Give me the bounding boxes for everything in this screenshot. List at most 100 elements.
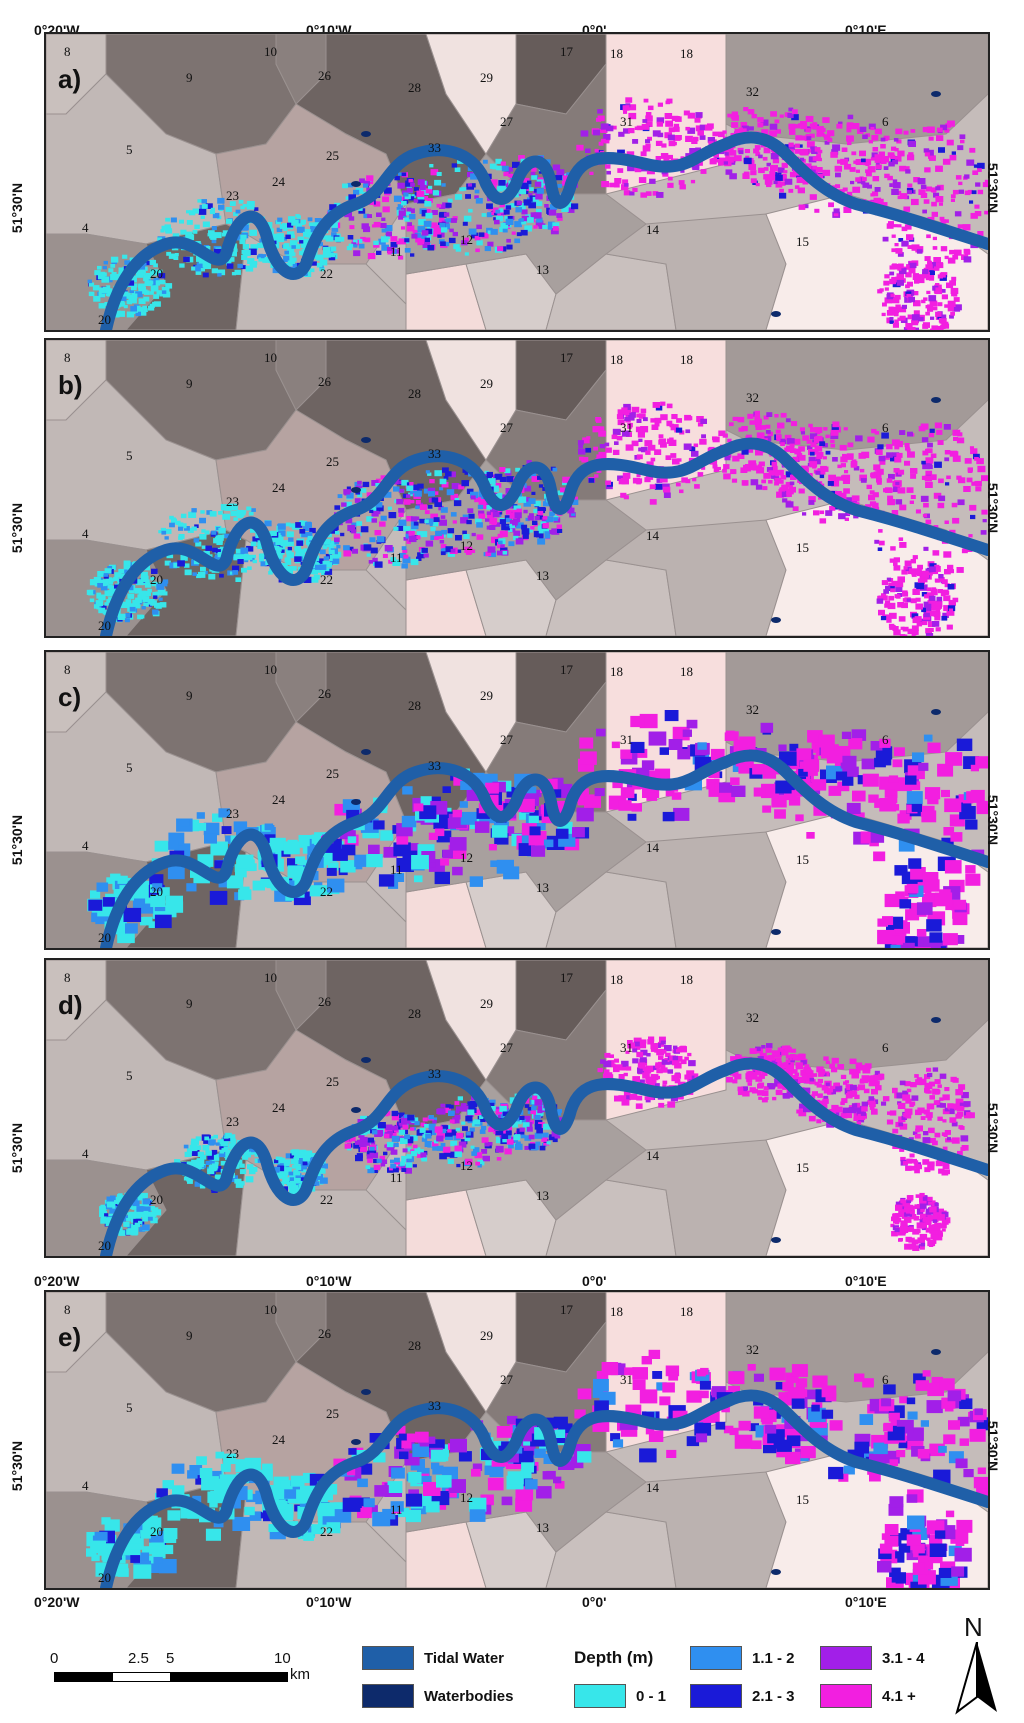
flood-cell — [900, 942, 915, 948]
flood-cell — [398, 172, 403, 176]
flood-cell — [734, 129, 742, 135]
flood-cell — [284, 243, 290, 248]
flood-cell — [655, 140, 663, 146]
flood-cell — [807, 445, 813, 450]
flood-cell — [208, 230, 215, 236]
flood-cell — [970, 764, 979, 772]
flood-cell — [877, 595, 883, 601]
flood-cell — [604, 442, 610, 447]
flood-cell — [895, 276, 903, 283]
district-number: 4 — [82, 526, 89, 541]
flood-cell — [818, 734, 835, 748]
flood-cell — [346, 809, 360, 821]
flood-cell — [396, 525, 404, 531]
flood-cell — [896, 452, 903, 458]
flood-cell — [435, 530, 442, 537]
flood-cell — [666, 98, 673, 104]
flood-cell — [101, 605, 107, 610]
flood-cell — [944, 860, 962, 874]
flood-cell — [872, 176, 880, 182]
flood-cell — [390, 1131, 397, 1137]
flood-cell — [445, 546, 453, 553]
district-number: 31 — [620, 732, 633, 747]
flood-cell — [766, 162, 771, 167]
flood-cell — [264, 256, 272, 263]
flood-cell — [787, 112, 794, 118]
flood-cell — [125, 565, 130, 569]
flood-cell — [621, 184, 629, 191]
flood-cell — [367, 1137, 374, 1143]
flood-cell — [868, 123, 876, 130]
flood-cell — [357, 207, 363, 211]
flood-cell — [927, 742, 941, 754]
flood-cell — [800, 123, 808, 130]
flood-cell — [528, 202, 536, 209]
flood-cell — [154, 914, 172, 929]
flood-cell — [861, 177, 867, 182]
flood-cell — [842, 453, 847, 458]
flood-cell — [891, 146, 897, 151]
flood-cell — [793, 438, 801, 445]
flood-cell — [892, 626, 899, 631]
flood-cell — [527, 180, 532, 185]
flood-cell — [102, 610, 108, 615]
flood-cell — [877, 929, 895, 945]
flood-cell — [951, 151, 956, 155]
flood-cell — [201, 545, 206, 549]
flood-cell — [402, 214, 407, 219]
flood-cell — [935, 627, 941, 632]
flood-cell — [891, 297, 900, 304]
flood-cell — [214, 860, 225, 869]
flood-cell — [295, 1165, 302, 1171]
flood-cell — [901, 240, 909, 247]
flood-cell — [769, 130, 777, 137]
flood-cell — [778, 479, 784, 484]
flood-cell — [287, 222, 294, 228]
flood-cell — [283, 255, 290, 261]
flood-cell — [202, 221, 210, 228]
flood-cell — [891, 439, 900, 446]
flood-cell — [477, 504, 484, 510]
flood-cell — [294, 1177, 301, 1183]
flood-cell — [129, 606, 136, 612]
flood-cell — [969, 147, 976, 153]
flood-cell — [330, 205, 336, 210]
flood-cell — [927, 264, 933, 269]
flood-cell — [623, 403, 631, 410]
flood-cell — [138, 590, 147, 597]
flood-cell — [277, 1160, 286, 1167]
flood-cell — [755, 152, 761, 157]
flood-cell — [296, 549, 305, 556]
flood-cell — [515, 538, 524, 545]
flood-cell — [613, 182, 620, 188]
flood-cell — [937, 589, 943, 594]
flood-cell — [938, 574, 944, 579]
flood-cell — [407, 1114, 415, 1121]
flood-cell — [218, 808, 230, 818]
flood-cell — [729, 173, 737, 180]
flood-cell — [561, 206, 569, 212]
flood-cell — [486, 474, 492, 480]
flood-cell — [408, 492, 413, 497]
flood-cell — [894, 865, 908, 876]
flood-cell — [393, 842, 411, 857]
flood-cell — [94, 270, 101, 276]
map-panel-c: 8 10 9 26 28 29 17 18 18 32 6 5 24 25 33 27 31 23 4 20 20 22 1… — [44, 650, 990, 950]
flood-cell — [921, 607, 928, 613]
flood-cell — [478, 510, 485, 516]
flood-cell — [97, 583, 103, 588]
flood-cell — [888, 595, 895, 601]
flood-cell — [632, 187, 638, 192]
flood-cell — [897, 150, 905, 157]
flood-cell — [891, 234, 896, 238]
district-number: 25 — [326, 148, 339, 163]
flood-cell — [286, 552, 294, 559]
flood-cell — [947, 257, 956, 264]
flood-cell — [652, 130, 661, 137]
flood-cell — [390, 1163, 397, 1169]
flood-cell — [398, 512, 404, 517]
flood-cell — [153, 277, 160, 283]
flood-cell — [184, 569, 192, 576]
flood-cell — [875, 164, 882, 170]
flood-cell — [412, 1164, 417, 1168]
